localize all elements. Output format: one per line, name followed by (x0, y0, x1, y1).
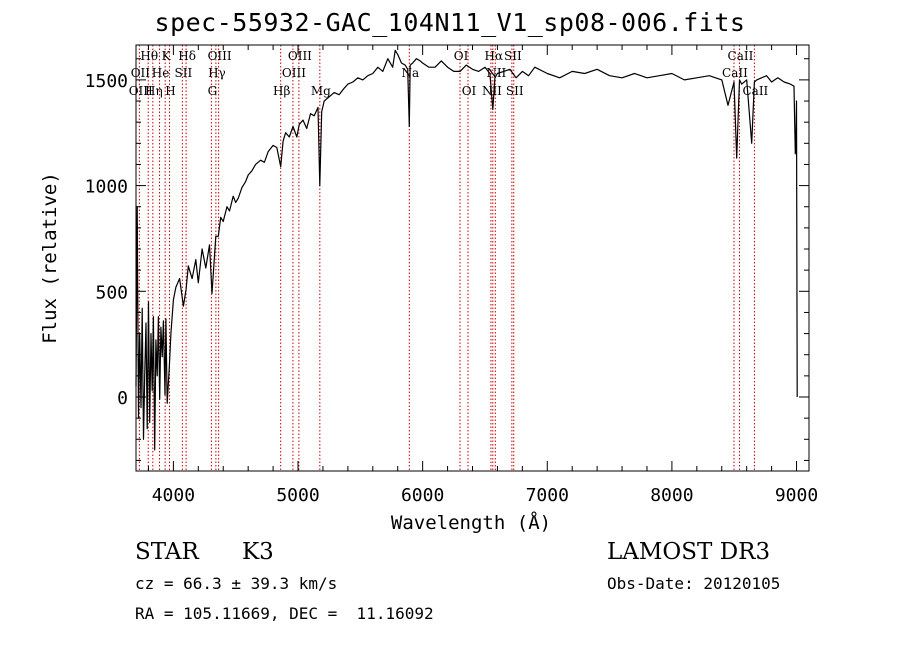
x-tick-label: 8000 (650, 485, 693, 506)
obs-date: Obs-Date: 20120105 (607, 574, 781, 593)
y-tick-label: 500 (95, 282, 128, 303)
x-tick-label: 9000 (775, 485, 818, 506)
spectrum-series (135, 49, 798, 451)
x-tick-label: 5000 (276, 485, 319, 506)
line-label: SII (504, 49, 522, 63)
line-label: Hγ (208, 66, 226, 80)
y-tick-label: 0 (117, 388, 128, 409)
line-label: CaII (742, 84, 768, 98)
x-axis-label: Wavelength (Å) (391, 511, 551, 534)
line-label: CaII (722, 66, 748, 80)
y-tick-label: 1000 (85, 177, 128, 198)
y-tick-label: 1500 (85, 71, 128, 92)
line-label: NII (482, 84, 502, 98)
line-label: K (162, 49, 172, 63)
line-label: OIII (288, 49, 312, 63)
line-label: OI (454, 49, 469, 63)
x-tick-label: 4000 (152, 485, 195, 506)
line-label: CaII (728, 49, 754, 63)
x-tick-label: 7000 (526, 485, 569, 506)
line-label: He (152, 66, 170, 80)
line-label: Mg (311, 84, 331, 98)
line-label: SII (175, 66, 193, 80)
object-class: STAR (135, 539, 199, 565)
line-label: OIII (129, 84, 153, 98)
chart-title: spec-55932-GAC_104N11_V1_sp08-006.fits (154, 8, 746, 37)
redshift-text: cz = 66.3 ± 39.3 km/s (135, 574, 338, 593)
line-label: OIII (208, 49, 232, 63)
axis-ticks (136, 45, 809, 471)
line-label: NII (486, 66, 506, 80)
x-tick-labels: 4000 5000 6000 7000 8000 9000 (152, 485, 819, 506)
line-label: H (165, 84, 175, 98)
line-label: Hα (485, 49, 504, 63)
coordinates-text: RA = 105.11669, DEC = 11.16092 (135, 604, 434, 623)
line-label: Hθ (140, 49, 158, 63)
line-label: Hβ (273, 84, 290, 98)
line-label: OIII (282, 66, 306, 80)
plot-frame (135, 44, 810, 472)
line-label: Hη (145, 84, 163, 98)
x-tick-label: 6000 (401, 485, 444, 506)
survey-name: LAMOST DR3 (607, 539, 771, 565)
line-label: G (208, 84, 218, 98)
line-label: Hδ (178, 49, 196, 63)
object-subclass: K3 (242, 539, 274, 565)
y-tick-labels: 0 500 1000 1500 (85, 71, 128, 409)
line-label: OII (131, 66, 151, 80)
line-markers (138, 45, 755, 471)
line-label: Na (401, 66, 419, 80)
line-label: OI (462, 84, 477, 98)
y-axis-label: Flux (relative) (39, 172, 61, 344)
line-label: SII (506, 84, 524, 98)
